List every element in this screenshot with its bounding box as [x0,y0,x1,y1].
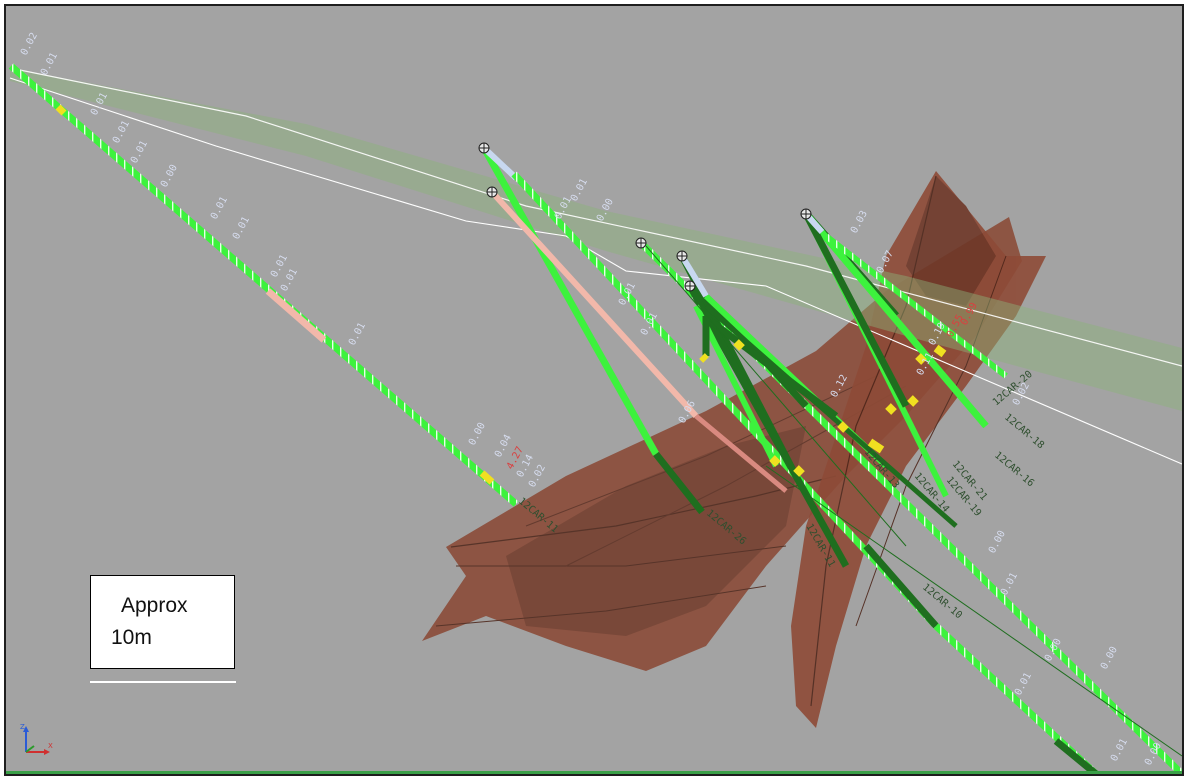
assay-value: 0.02 [19,31,40,57]
orebody-solid-upper[interactable] [791,171,1046,728]
assay-value: 0.01 [347,321,368,347]
assay-value: 0.01 [1013,671,1034,697]
drill-hole-12CAR-10[interactable] [489,171,1099,774]
assay-value: 0.01 [111,119,132,145]
scale-label-line1: Approx [121,594,188,617]
assay-value: 0.03 [849,209,870,235]
assay-value: 0.00 [159,163,180,189]
scene-canvas[interactable]: 0.02 0.01 0.01 0.01 0.01 0.00 0.01 0.01 … [6,6,1182,774]
axis-gizmo-icon[interactable]: Z X [18,722,54,758]
hole-label: 12CAR-16 [992,450,1036,489]
topography-surface [9,67,1182,465]
assay-value: 0.01 [1109,737,1130,763]
status-strip [6,771,1182,774]
hole-label: 12CAR-18 [1002,412,1046,451]
drill-hole-12CAR-26[interactable] [480,145,705,515]
assay-value: 0.00 [467,421,488,447]
drill-hole-fan-central[interactable] [678,254,958,568]
axis-x-label: X [48,742,53,750]
scale-label-line2: 10m [111,626,152,649]
assay-value: 0.01 [129,139,150,165]
3d-viewport[interactable]: 0.02 0.01 0.01 0.01 0.01 0.00 0.01 0.01 … [4,4,1184,776]
drill-hole-fan-east[interactable] [802,211,1008,498]
assay-value: 0.01 [39,51,60,77]
assay-value: 0.00 [1099,645,1120,671]
assay-value: 0.01 [231,215,252,241]
drill-hole-12CAR-11-far[interactable] [8,63,519,507]
assay-value: 0.01 [999,571,1020,597]
collar-marker-icon[interactable] [478,142,812,292]
section-line [645,245,1182,757]
scale-legend: Approx 10m [90,575,235,669]
scale-bar-icon [90,681,236,683]
drill-hole-12CAR-16[interactable] [638,240,1182,774]
axis-z-label: Z [20,723,25,731]
assay-value: 0.00 [987,529,1008,555]
assay-value: 0.01 [209,195,230,221]
